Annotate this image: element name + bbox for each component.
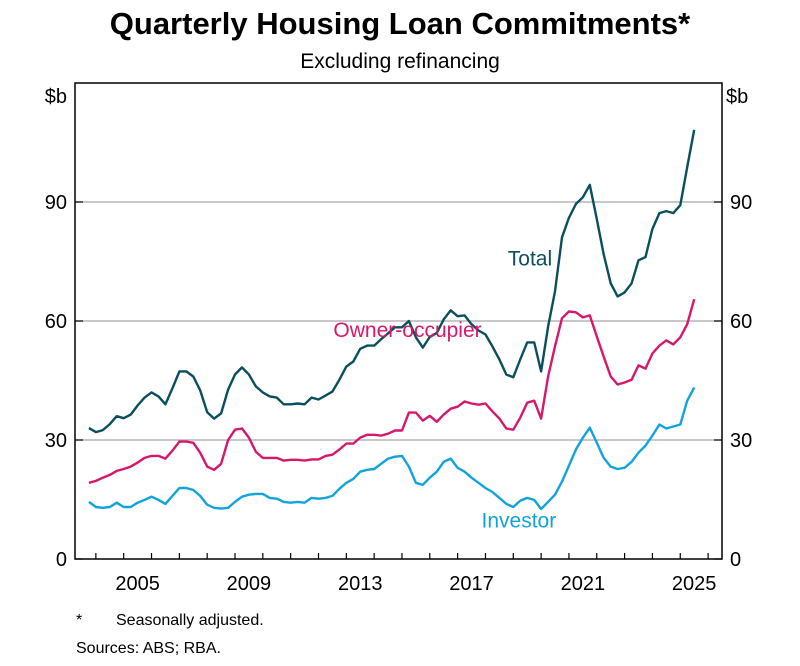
chart-subtitle: Excluding refinancing — [300, 50, 500, 73]
y-tick-label-left: 30 — [45, 430, 67, 452]
x-tick-label: 2017 — [449, 573, 494, 595]
y-tick-label-left: 0 — [56, 549, 67, 571]
sources: Sources: ABS; RBA. — [76, 640, 221, 657]
x-tick-label: 2005 — [115, 573, 160, 595]
x-tick-label: 2021 — [561, 573, 606, 595]
y-axis-unit-left: $b — [45, 86, 67, 108]
y-tick-label-left: 90 — [45, 192, 67, 214]
x-tick-label: 2009 — [227, 573, 272, 595]
series-line-total — [88, 129, 696, 434]
series-line-owner-occupier — [88, 298, 696, 484]
x-tick-label: 2013 — [338, 573, 383, 595]
x-tick-label: 2025 — [672, 573, 717, 595]
y-tick-label-right: 60 — [730, 311, 752, 333]
series-label-owner-occupier: Owner-occupier — [333, 319, 481, 342]
series-label-total: Total — [508, 247, 552, 270]
y-axis-unit-right: $b — [726, 86, 748, 108]
series-line-investor — [88, 387, 696, 511]
footnote: * Seasonally adjusted. — [76, 612, 264, 630]
footnote-marker: * — [76, 612, 83, 629]
series-label-investor: Investor — [482, 509, 557, 532]
footnote-text: Seasonally adjusted. — [116, 612, 264, 629]
y-tick-label-left: 60 — [45, 311, 67, 333]
chart-title: Quarterly Housing Loan Commitments* — [109, 6, 691, 41]
y-tick-label-right: 90 — [730, 192, 752, 214]
y-tick-label-right: 30 — [730, 430, 752, 452]
y-tick-label-right: 0 — [730, 549, 741, 571]
